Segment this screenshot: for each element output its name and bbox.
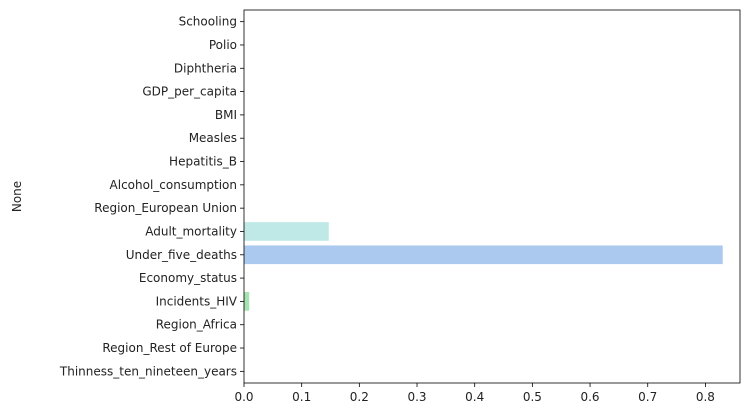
bar-under-five-deaths (244, 245, 723, 265)
x-tick-label: 0.0 (234, 390, 253, 404)
plot-frame (243, 9, 741, 384)
x-tick-label: 0.3 (407, 390, 426, 404)
x-tick-label: 0.5 (523, 390, 542, 404)
y-tick-label: Incidents_HIV (156, 294, 238, 308)
x-tick-label: 0.6 (580, 390, 599, 404)
y-tick-label: Adult_mortality (145, 224, 237, 238)
y-axis-label: None (10, 181, 24, 212)
bar-adult-mortality (244, 222, 329, 241)
y-tick-label: Under_five_deaths (126, 248, 237, 262)
y-tick-label: Thinness_ten_nineteen_years (59, 364, 237, 378)
x-tick-label: 0.2 (350, 390, 369, 404)
y-tick-label: BMI (215, 108, 237, 122)
x-tick-label: 0.8 (696, 390, 715, 404)
bars-group (244, 222, 723, 311)
x-tick-label: 0.1 (292, 390, 311, 404)
y-tick-label: Region_European Union (94, 201, 237, 215)
x-tick-label: 0.7 (638, 390, 657, 404)
y-tick-label: Hepatitis_B (169, 155, 237, 169)
y-tick-label: Polio (209, 38, 237, 52)
y-tick-label: Schooling (179, 15, 237, 29)
x-tick-label: 0.4 (465, 390, 484, 404)
y-tick-label: Alcohol_consumption (110, 178, 237, 192)
y-tick-label: GDP_per_capita (142, 85, 237, 99)
y-tick-label: Diphtheria (174, 61, 237, 75)
y-tick-label: Economy_status (139, 271, 237, 285)
y-tick-label: Region_Rest of Europe (102, 341, 237, 355)
x-axis: 0.0 0.1 0.2 0.3 0.4 0.5 0.6 0.7 0.8 (234, 383, 715, 404)
y-axis: Schooling Polio Diphtheria GDP_per_capita BM… (59, 15, 244, 378)
bar-incidents-hiv (244, 292, 250, 311)
y-tick-label: Region_Africa (156, 318, 237, 332)
y-tick-label: Measles (189, 131, 237, 145)
